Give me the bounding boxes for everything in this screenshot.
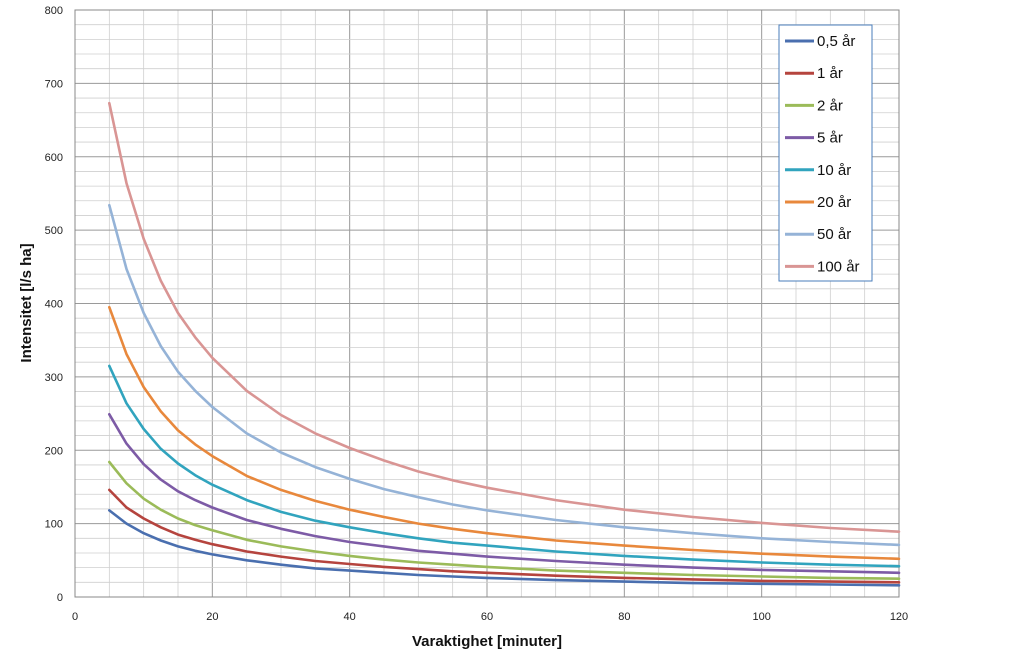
y-tick-label: 800 <box>45 5 63 17</box>
x-tick-label: 40 <box>344 611 356 623</box>
x-tick-label: 0 <box>72 611 78 623</box>
x-tick-label: 20 <box>206 611 218 623</box>
gridlines <box>74 9 900 598</box>
x-tick-label: 100 <box>752 611 770 623</box>
legend-label: 20 år <box>817 194 851 211</box>
series-line <box>108 305 901 561</box>
legend-label: 100 år <box>817 258 860 275</box>
legend-box <box>778 24 873 282</box>
x-axis-ticks: 0 20 40 60 80 100 120 <box>72 611 908 623</box>
series-line <box>108 203 901 547</box>
x-axis-title: Varaktighet [minuter] <box>412 633 562 650</box>
y-tick-label: 300 <box>45 372 63 384</box>
y-tick-label: 100 <box>45 519 63 531</box>
legend-label: 0,5 år <box>817 33 855 50</box>
series-line <box>108 460 901 581</box>
y-tick-label: 400 <box>45 299 63 311</box>
y-axis-ticks: 0 100 200 300 400 500 600 700 800 <box>45 5 63 604</box>
series-line <box>108 488 901 584</box>
y-axis-title: Intensitet [l/s ha] <box>18 243 35 362</box>
y-tick-label: 700 <box>45 78 63 90</box>
legend-label: 1 år <box>817 65 843 82</box>
plot-area-frame <box>74 9 900 598</box>
legend: 0,5 år 1 år 2 år 5 år 10 år 20 år 50 år 100 år <box>778 24 873 282</box>
x-tick-label: 120 <box>890 611 908 623</box>
legend-label: 5 år <box>817 130 843 147</box>
y-tick-label: 600 <box>45 152 63 164</box>
x-tick-label: 60 <box>481 611 493 623</box>
legend-label: 10 år <box>817 162 851 179</box>
x-tick-label: 80 <box>618 611 630 623</box>
legend-label: 50 år <box>817 226 851 243</box>
series-line <box>108 412 901 575</box>
series-line <box>108 101 901 534</box>
y-tick-label: 500 <box>45 225 63 237</box>
legend-label: 2 år <box>817 97 843 114</box>
series-lines <box>108 101 901 587</box>
y-tick-label: 200 <box>45 445 63 457</box>
y-tick-label: 0 <box>57 592 63 604</box>
series-line <box>108 364 901 568</box>
series-line <box>108 509 901 587</box>
